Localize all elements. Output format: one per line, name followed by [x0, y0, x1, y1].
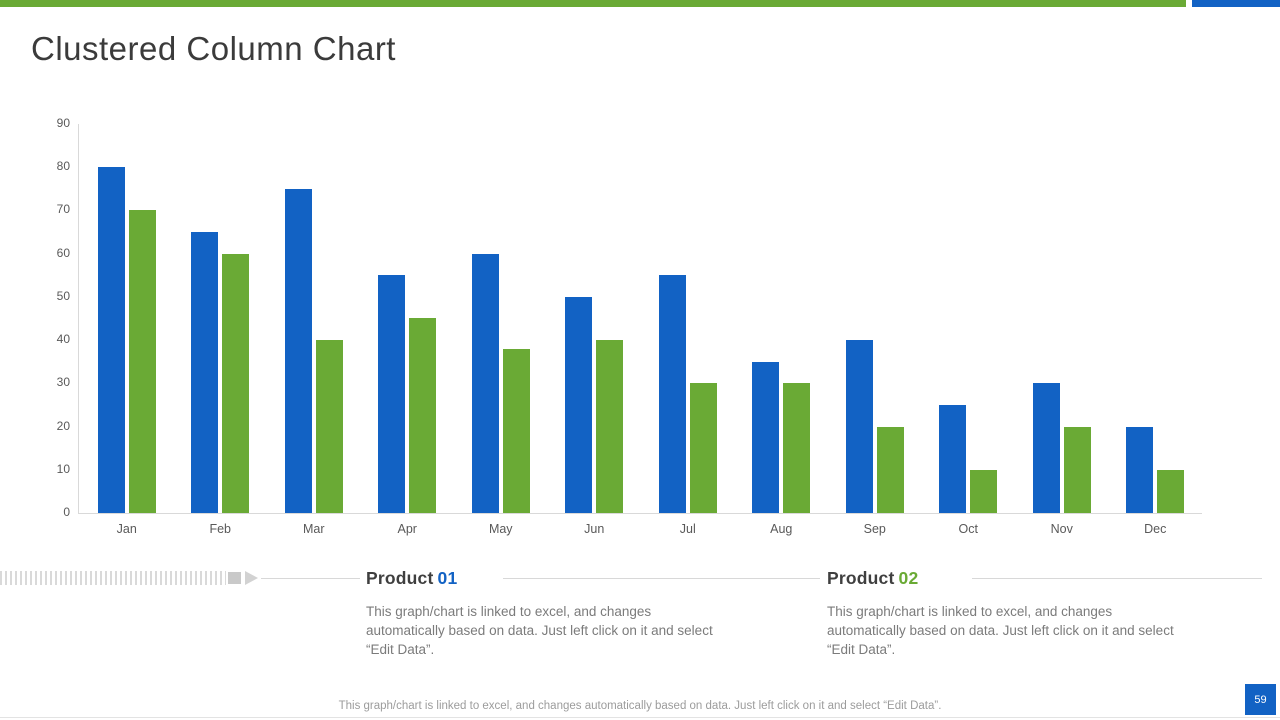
product-01-label: Product [366, 568, 434, 588]
bar-product-01-aug [752, 362, 780, 513]
bar-product-01-oct [939, 405, 967, 513]
y-tick-50: 50 [56, 288, 70, 303]
bar-product-02-jun [596, 340, 624, 513]
bar-product-01-dec [1126, 427, 1154, 513]
y-tick-20: 20 [56, 418, 70, 433]
bar-group-jul [641, 124, 735, 513]
bar-product-01-jun [565, 297, 593, 513]
x-tick-may: May [488, 522, 513, 536]
bar-product-02-aug [783, 383, 811, 513]
bar-product-02-mar [315, 340, 343, 513]
y-tick-70: 70 [56, 202, 70, 217]
bar-product-02-sep [876, 427, 904, 513]
bar-product-01-may [471, 254, 499, 513]
bar-product-02-dec [1157, 470, 1185, 513]
bar-group-dec [1109, 124, 1203, 513]
page-title: Clustered Column Chart [31, 30, 396, 67]
bar-group-jun [548, 124, 642, 513]
product-02-heading: Product 02 [827, 566, 1175, 590]
bar-group-nov [1015, 124, 1109, 513]
ruler-ticks-decoration [0, 571, 226, 585]
bar-product-02-apr [409, 318, 437, 513]
y-tick-80: 80 [56, 159, 70, 174]
bar-product-01-feb [191, 232, 219, 513]
bar-group-feb [174, 124, 268, 513]
top-banner-blue [1192, 0, 1280, 7]
bottom-border [0, 717, 1280, 718]
x-tick-nov: Nov [1050, 522, 1073, 536]
bar-product-02-may [502, 349, 530, 513]
bar-product-01-nov [1032, 383, 1060, 513]
y-tick-60: 60 [56, 245, 70, 260]
product-02-number: 02 [898, 568, 919, 588]
bar-product-01-apr [378, 275, 406, 513]
footer-note: This graph/chart is linked to excel, and… [338, 700, 942, 712]
plot-area [80, 124, 1202, 513]
bar-group-may [454, 124, 548, 513]
y-tick-90: 90 [56, 116, 70, 130]
y-axis-line [78, 124, 79, 513]
product-02-label: Product [827, 568, 895, 588]
product-01-block: Product 01 This graph/chart is linked to … [366, 566, 714, 659]
product-01-description: This graph/chart is linked to excel, and… [366, 604, 713, 657]
x-axis-line [78, 513, 1202, 514]
bar-group-mar [267, 124, 361, 513]
x-tick-jun: Jun [584, 522, 605, 536]
bar-group-aug [735, 124, 829, 513]
bar-product-01-mar [284, 189, 312, 513]
bar-group-jan [80, 124, 174, 513]
x-tick-jul: Jul [679, 522, 696, 536]
x-tick-aug: Aug [770, 522, 793, 536]
x-tick-feb: Feb [209, 522, 232, 536]
y-tick-40: 40 [56, 332, 70, 347]
product-02-block: Product 02 This graph/chart is linked to … [827, 566, 1175, 659]
bar-group-apr [361, 124, 455, 513]
product-02-description: This graph/chart is linked to excel, and… [827, 604, 1174, 657]
y-tick-0: 0 [63, 505, 70, 519]
x-tick-jan: Jan [116, 522, 137, 536]
bar-group-oct [922, 124, 1016, 513]
slider-square-icon [228, 572, 241, 584]
bar-product-02-jul [689, 383, 717, 513]
x-tick-mar: Mar [302, 522, 325, 536]
y-tick-30: 30 [56, 375, 70, 390]
bar-product-02-oct [970, 470, 998, 513]
x-axis-labels: Jan Feb Mar Apr May Jun Jul Aug Sep Oct Nov Dec [80, 522, 1202, 536]
x-tick-sep: Sep [863, 522, 886, 536]
divider-line [261, 578, 360, 579]
product-01-number: 01 [437, 568, 458, 588]
x-tick-dec: Dec [1144, 522, 1167, 536]
bar-group-sep [828, 124, 922, 513]
arrow-right-icon [245, 571, 258, 585]
bar-product-02-nov [1063, 427, 1091, 513]
y-tick-10: 10 [56, 461, 70, 476]
top-banner-green [0, 0, 1186, 7]
x-tick-oct: Oct [958, 522, 978, 536]
product-01-heading: Product 01 [366, 566, 714, 590]
divider-line [503, 578, 820, 579]
divider-line [972, 578, 1262, 579]
clustered-column-chart[interactable]: 90 80 70 60 50 40 30 20 10 0 Jan Feb Mar Apr May Jun Ju… [30, 115, 1220, 545]
bar-product-02-feb [222, 254, 250, 513]
bar-product-01-jan [97, 167, 125, 513]
bar-product-01-jul [658, 275, 686, 513]
bar-product-01-sep [845, 340, 873, 513]
bar-product-02-jan [128, 210, 156, 513]
x-tick-apr: Apr [397, 522, 417, 536]
page-number-badge: 59 [1245, 684, 1276, 715]
